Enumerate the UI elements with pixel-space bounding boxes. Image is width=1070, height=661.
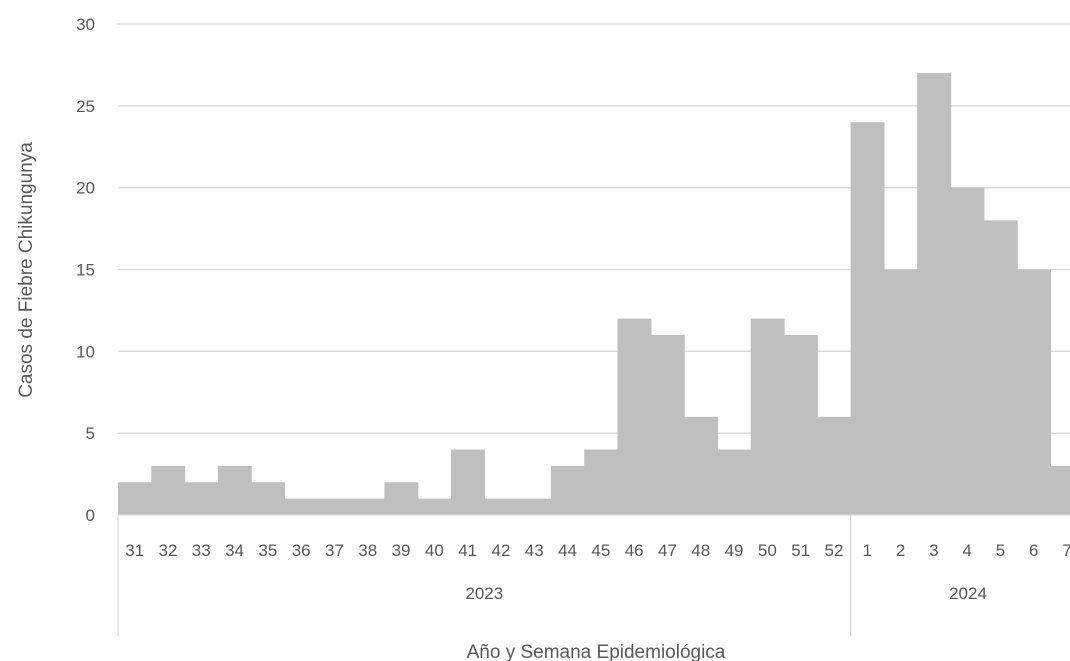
bar [950, 187, 985, 515]
bar [584, 449, 619, 515]
bar [717, 449, 752, 515]
y-tick-label: 30 [76, 15, 95, 34]
y-tick-label: 5 [86, 424, 95, 443]
x-tick-label: 50 [758, 541, 777, 560]
x-tick-label: 37 [325, 541, 344, 560]
x-tick-label: 6 [1029, 541, 1038, 560]
bar [317, 498, 352, 515]
x-tick-label: 44 [558, 541, 577, 560]
year-group-labels: 2023 2024 [465, 584, 987, 603]
x-tick-label: 7 [1062, 541, 1070, 560]
bar [550, 465, 585, 515]
bar [684, 416, 718, 515]
bar [217, 465, 252, 515]
y-tick-label: 25 [76, 97, 95, 116]
bar [284, 498, 319, 515]
bar [983, 220, 1018, 515]
x-tick-label: 5 [996, 541, 1005, 560]
x-tick-label: 31 [125, 541, 144, 560]
x-tick-label: 39 [392, 541, 411, 560]
x-tick-label: 41 [458, 541, 477, 560]
bar [883, 269, 918, 515]
y-tick-label: 15 [76, 261, 95, 280]
y-tick-label: 20 [76, 179, 95, 198]
bar [417, 498, 452, 515]
x-tick-label: 45 [591, 541, 610, 560]
bar [917, 73, 952, 515]
x-tick-label: 49 [725, 541, 744, 560]
bar [1050, 465, 1070, 515]
bars [118, 73, 1070, 515]
year-label: 2024 [949, 584, 987, 603]
y-tick-label: 10 [76, 342, 95, 361]
bar [784, 334, 818, 515]
bar [184, 482, 219, 515]
bar [384, 482, 419, 515]
x-tick-label: 35 [258, 541, 277, 560]
x-tick-label: 42 [491, 541, 510, 560]
x-tick-label: 1 [863, 541, 872, 560]
x-tick-label: 43 [525, 541, 544, 560]
x-axis-title: Año y Semana Epidemiológica [467, 642, 726, 661]
x-tick-label: 40 [425, 541, 444, 560]
bar [484, 498, 519, 515]
x-tick-label: 52 [824, 541, 843, 560]
x-axis [117, 514, 1070, 636]
y-axis-ticks: 0 5 10 15 20 25 30 [76, 15, 95, 525]
bar [750, 318, 785, 515]
x-tick-label: 32 [158, 541, 177, 560]
bar [151, 465, 186, 515]
year-label: 2023 [465, 584, 503, 603]
bar [617, 318, 652, 515]
bar [517, 498, 552, 515]
x-tick-label: 38 [358, 541, 377, 560]
x-tick-label: 33 [192, 541, 211, 560]
x-tick-label: 3 [929, 541, 938, 560]
x-tick-label: 2 [896, 541, 905, 560]
bar [817, 416, 852, 515]
bar [451, 449, 485, 515]
bar [351, 498, 385, 515]
x-tick-label: 46 [625, 541, 644, 560]
x-tick-label: 34 [225, 541, 244, 560]
y-tick-label: 0 [86, 506, 95, 525]
bar [850, 122, 885, 515]
x-tick-label: 48 [691, 541, 710, 560]
bar [1017, 269, 1051, 515]
x-tick-label: 4 [962, 541, 971, 560]
bar [251, 482, 286, 515]
x-tick-label: 51 [791, 541, 810, 560]
x-tick-label: 36 [292, 541, 311, 560]
x-tick-label: 47 [658, 541, 677, 560]
x-axis-ticks: 31 32 33 34 35 36 37 38 39 40 41 42 43 44 45 46 47 48 49 50… [125, 541, 1070, 560]
y-axis-title: Casos de Fiebre Chikungunya [16, 142, 37, 398]
bar [118, 482, 152, 515]
bar [650, 334, 685, 515]
